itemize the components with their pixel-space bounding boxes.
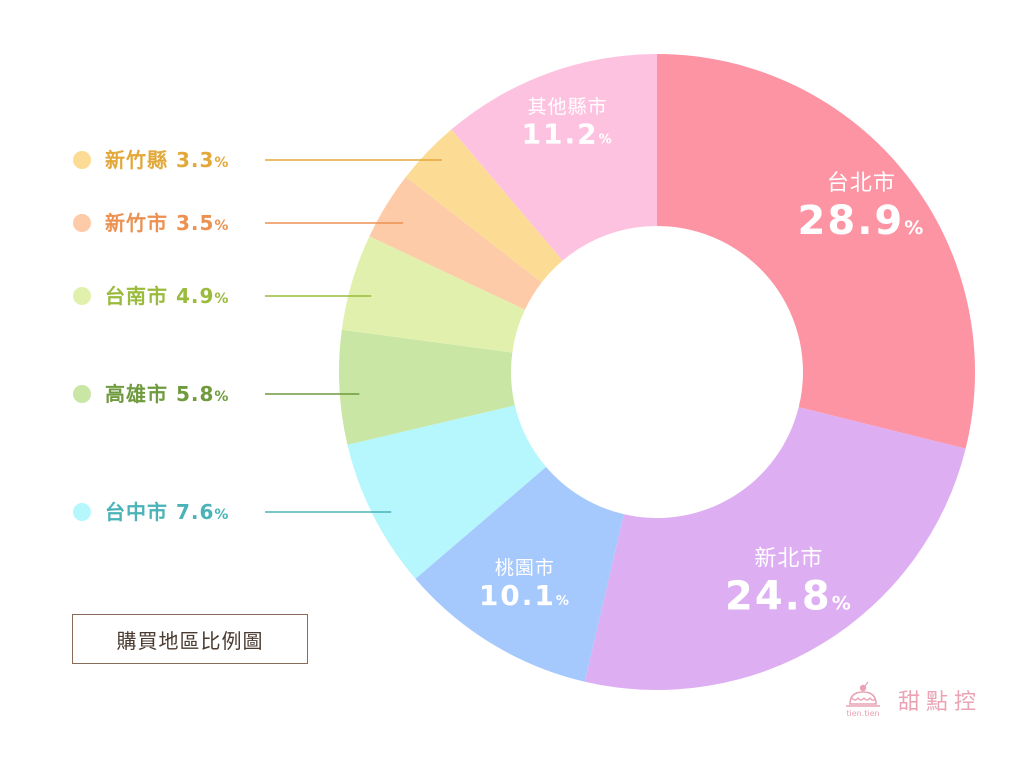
legend-label-5: 台南市 4.9% <box>105 284 229 308</box>
slice-2 <box>415 466 624 682</box>
legend-dot-6 <box>73 214 91 232</box>
legend-dot-5 <box>73 287 91 305</box>
legend-label-7: 新竹縣 3.3% <box>105 148 229 172</box>
cake-logo-icon: tien.tien <box>846 681 880 718</box>
slice-0 <box>657 54 975 449</box>
slice-1 <box>584 407 966 690</box>
chart-title-box: 購買地區比例圖 <box>72 614 308 664</box>
slice-label-1: 新北市 <box>754 546 823 571</box>
slice-label-2: 桃園市 <box>495 557 555 579</box>
slice-7 <box>405 129 563 283</box>
chart-slices <box>338 54 975 690</box>
slice-label-8: 其他縣市 <box>528 96 608 118</box>
legend-label-3: 台中市 7.6% <box>105 500 229 524</box>
slice-8 <box>451 54 657 261</box>
legend-label-4: 高雄市 5.8% <box>105 382 229 406</box>
brand-name: 甜點控 <box>898 690 983 715</box>
chart-title: 購買地區比例圖 <box>116 628 264 653</box>
brand-watermark: tien.tien 甜點控 <box>838 678 998 722</box>
slice-5 <box>341 236 525 353</box>
legend-label-6: 新竹市 3.5% <box>105 211 229 235</box>
slice-4 <box>338 329 515 445</box>
slice-value-0: 28.9% <box>798 198 926 244</box>
slice-6 <box>369 176 542 310</box>
slice-3 <box>347 405 547 579</box>
legend-dot-3 <box>73 503 91 521</box>
svg-text:tien.tien: tien.tien <box>846 709 879 718</box>
slice-value-8: 11.2% <box>522 118 614 151</box>
slice-value-1: 24.8% <box>725 573 853 619</box>
slice-label-0: 台北市 <box>827 171 896 196</box>
legend-leader-lines <box>265 159 442 513</box>
legend-dot-4 <box>73 385 91 403</box>
legend-dot-7 <box>73 151 91 169</box>
slice-value-2: 10.1% <box>479 579 571 612</box>
